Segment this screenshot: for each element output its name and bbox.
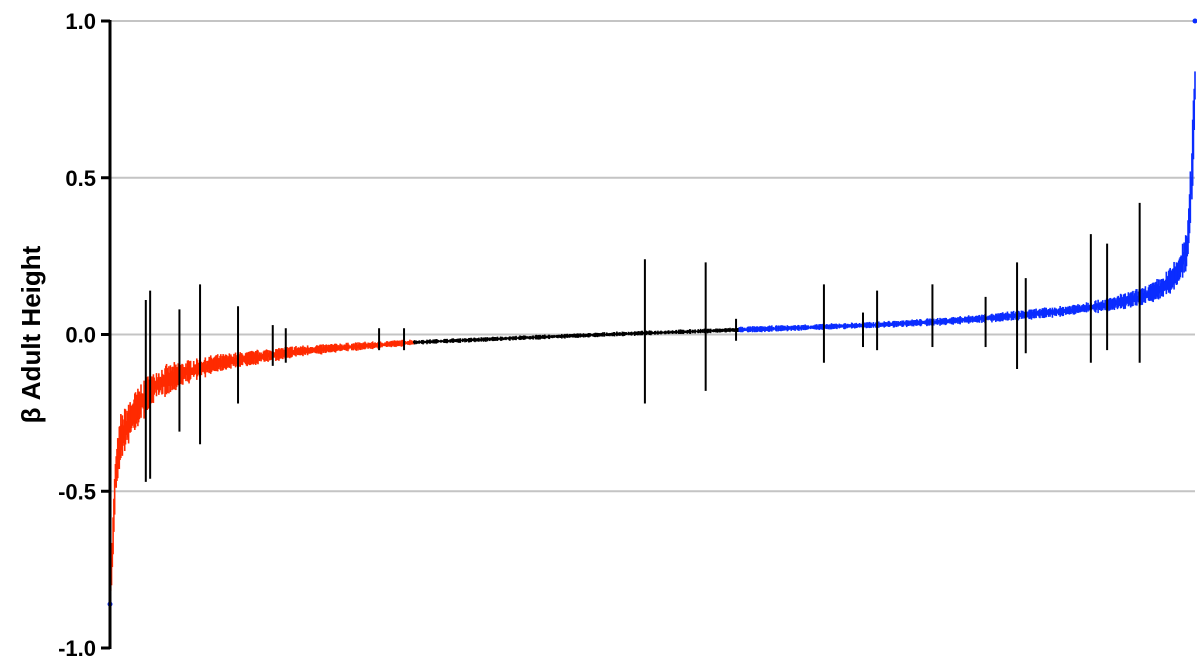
series-0 [109,339,415,592]
error-bar-series [109,71,1196,592]
gridlines [110,20,1195,493]
y-axis: 1.0 0.5 0.0 -0.5 -1.0 [58,9,112,661]
outlier-error-bars [107,18,1197,607]
y-tick-label: 0.5 [65,166,96,191]
y-tick-label: 1.0 [65,9,96,34]
y-tick-label: -0.5 [58,479,96,504]
y-tick-label: 0.0 [65,323,96,348]
y-tick-label: -1.0 [58,636,96,661]
y-axis-title: β Adult Height [16,245,46,423]
endpoint-point [1192,18,1197,24]
series-1 [412,327,741,345]
series-2 [738,71,1196,333]
